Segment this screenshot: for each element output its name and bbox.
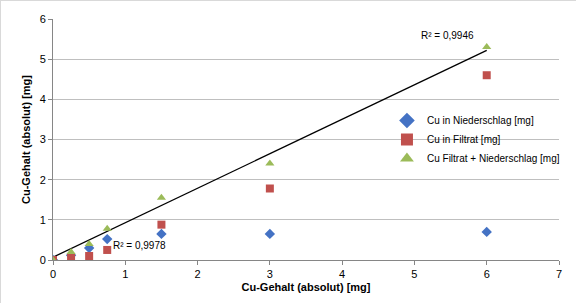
svg-text:1: 1 [40, 214, 46, 226]
svg-text:0: 0 [50, 268, 56, 280]
svg-text:R² = 0,9946: R² = 0,9946 [421, 30, 474, 41]
svg-text:Cu Filtrat + Niederschlag [mg]: Cu Filtrat + Niederschlag [mg] [427, 153, 560, 164]
svg-text:6: 6 [484, 268, 490, 280]
svg-text:Cu in Filtrat [mg]: Cu in Filtrat [mg] [427, 134, 501, 145]
svg-text:5: 5 [411, 268, 417, 280]
svg-text:4: 4 [339, 268, 345, 280]
svg-text:Cu-Gehalt (absolut) [mg]: Cu-Gehalt (absolut) [mg] [20, 75, 32, 204]
svg-text:R² = 0,9978: R² = 0,9978 [113, 240, 166, 251]
svg-text:3: 3 [40, 133, 46, 145]
svg-text:5: 5 [40, 53, 46, 65]
svg-text:Cu in Niederschlag [mg]: Cu in Niederschlag [mg] [427, 115, 534, 126]
svg-text:1: 1 [122, 268, 128, 280]
svg-text:4: 4 [40, 93, 46, 105]
svg-text:6: 6 [40, 13, 46, 25]
svg-text:2: 2 [195, 268, 201, 280]
svg-text:2: 2 [40, 174, 46, 186]
svg-text:3: 3 [267, 268, 273, 280]
svg-text:0: 0 [40, 254, 46, 266]
svg-text:Cu-Gehalt (absolut) [mg]: Cu-Gehalt (absolut) [mg] [242, 281, 371, 293]
svg-text:7: 7 [556, 268, 562, 280]
